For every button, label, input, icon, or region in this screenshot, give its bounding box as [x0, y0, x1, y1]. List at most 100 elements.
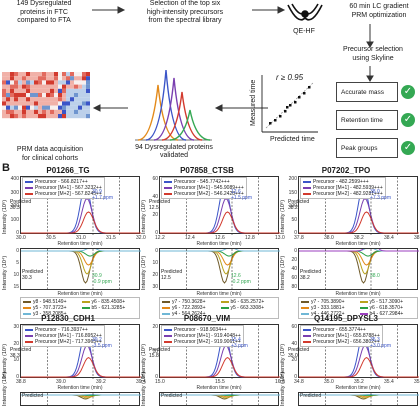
- legend-entry: y3 - 333.1881+: [301, 305, 357, 311]
- protein-title: Q14195_DPYSL3: [313, 314, 379, 323]
- precursor-legend: Precursor - 545.7742+++ Precursor [M+1] -…: [161, 177, 247, 199]
- heatmap-cell: [58, 88, 62, 93]
- legend-swatch: [303, 187, 311, 189]
- heatmap-cell: [46, 114, 50, 119]
- heatmap-cell: [86, 84, 90, 89]
- proteins-validated-text: 94 Dysregulated proteins validated: [135, 144, 213, 159]
- heatmap-cell: [2, 72, 6, 77]
- y-tick-label: 20: [291, 357, 297, 364]
- y-tick-label: 15: [13, 284, 19, 290]
- predicted-annotation: Predicted 38.2: [288, 199, 310, 211]
- legend-entry: y5 - 663.3308+: [220, 305, 277, 311]
- heatmap-cell: [34, 72, 38, 77]
- heatmap-cell: [82, 97, 86, 102]
- heatmap-cell: [42, 88, 46, 93]
- y-tick-label: 10: [13, 272, 19, 278]
- heatmap-cell: [14, 80, 18, 85]
- heatmap-cell: [50, 114, 54, 119]
- heatmap-cell: [62, 80, 66, 85]
- legend-swatch: [301, 301, 309, 303]
- arrow-left-icon: [214, 104, 268, 112]
- legend-text: y7 - 705.3890+: [311, 299, 345, 305]
- heatmap-cell: [78, 114, 82, 119]
- x-tick-label: 31.0: [76, 235, 86, 241]
- x-tick-label: 12.4: [185, 235, 195, 241]
- criterion-peak-groups: Peak groups: [336, 138, 398, 158]
- protein-title: P07202_TPO: [321, 166, 371, 175]
- heatmap-cell: [86, 72, 90, 77]
- legend-text: Precursor [M+1] - 919.4048++: [174, 333, 241, 339]
- legend-text: b5 - 621.3285+: [91, 305, 126, 311]
- heatmap-cell: [78, 72, 82, 77]
- peak-annotation: 38.0 +7.3 ppm: [370, 189, 391, 201]
- heatmap-cell: [54, 114, 58, 119]
- legend-entry: Precursor [M+1] - 919.4048++: [164, 333, 241, 339]
- trace-line: [299, 211, 419, 234]
- legend-entry: y6 - 835.4508+: [81, 299, 138, 305]
- heatmap-cell: [14, 101, 18, 106]
- heatmap-cell: [74, 93, 78, 98]
- legend-swatch: [81, 307, 90, 309]
- trace-line: [160, 197, 280, 234]
- y-tick-label: 150: [288, 189, 297, 196]
- x-tick-label: 13.0: [275, 235, 285, 241]
- heatmap-cell: [34, 101, 38, 106]
- legend-text: Precursor [M+2] - 656.3802++: [313, 339, 380, 345]
- predicted-annotation: Predicted 35.0: [288, 347, 310, 359]
- heatmap-cell: [58, 84, 62, 89]
- heatmap-cell: [58, 72, 62, 77]
- heatmap-cell: [66, 114, 70, 119]
- legend-swatch: [25, 329, 33, 331]
- legend-text: y5 - 663.3308+: [230, 305, 265, 311]
- heatmap-cell: [42, 101, 46, 106]
- heatmap-cell: [34, 76, 38, 81]
- x-tick-label: 35.4: [384, 379, 394, 385]
- heatmap-cell: [34, 80, 38, 85]
- legend-entry: Precursor - 482.2599+++: [303, 179, 383, 185]
- heatmap-cell: [70, 114, 74, 119]
- y-axis-label: Intensity (10⁴): [141, 371, 147, 406]
- heatmap-cell: [70, 109, 74, 114]
- legend-swatch: [164, 187, 172, 189]
- legend-text: b6 - 635.2572+: [230, 299, 265, 305]
- heatmap-cell: [2, 84, 6, 89]
- legend-text: Precursor - 566.8217++: [35, 179, 88, 185]
- heatmap-cell: [10, 105, 14, 110]
- trace-line: [21, 250, 141, 266]
- heatmap-cell: [66, 97, 70, 102]
- heatmap-cell: [18, 80, 22, 85]
- chromatogram-traces: [299, 393, 419, 407]
- heatmap-cell: [38, 105, 42, 110]
- trace-line: [299, 249, 419, 252]
- legend-entry: Precursor [M+2] - 482.9281+++: [303, 191, 383, 197]
- legend-swatch: [25, 341, 33, 343]
- panel-b-label: B: [2, 162, 10, 174]
- legend-swatch: [81, 301, 90, 303]
- heatmap-cell: [46, 109, 50, 114]
- heatmap-cell: [2, 93, 6, 98]
- heatmap-cell: [2, 76, 6, 81]
- legend-text: y3 - 333.1881+: [311, 305, 345, 311]
- legend-entry: b4 - 627.2984+: [359, 311, 416, 317]
- x-tick-label: 12.6: [215, 235, 225, 241]
- heatmap-cell: [38, 88, 42, 93]
- legend-entry: Precursor - 566.8217++: [25, 179, 102, 185]
- legend-text: y5 - 517.3090+: [369, 299, 404, 305]
- heatmap-cell: [10, 72, 14, 77]
- heatmap-cell: [18, 109, 22, 114]
- x-tick-label: 39.0: [56, 379, 66, 385]
- heatmap-cell: [66, 80, 70, 85]
- heatmap-cell: [62, 109, 66, 114]
- peak-annotation: 38.0: [370, 273, 380, 279]
- y-tick-label: 200: [288, 176, 297, 182]
- heatmap-cell: [42, 109, 46, 114]
- heatmap-cell: [10, 76, 14, 81]
- heatmap-cell: [74, 114, 78, 119]
- legend-text: y3 - 358.2085+: [33, 311, 67, 317]
- checkmark-icon: ✓: [401, 113, 415, 127]
- y-tick-label: 300: [10, 189, 19, 196]
- heatmap-cell: [30, 88, 34, 93]
- predicted-annotation: Predicted 15.8: [149, 347, 171, 359]
- legend-text: Precursor [M+1] - 655.8788++: [313, 333, 380, 339]
- y-tick-label: 0: [294, 248, 297, 254]
